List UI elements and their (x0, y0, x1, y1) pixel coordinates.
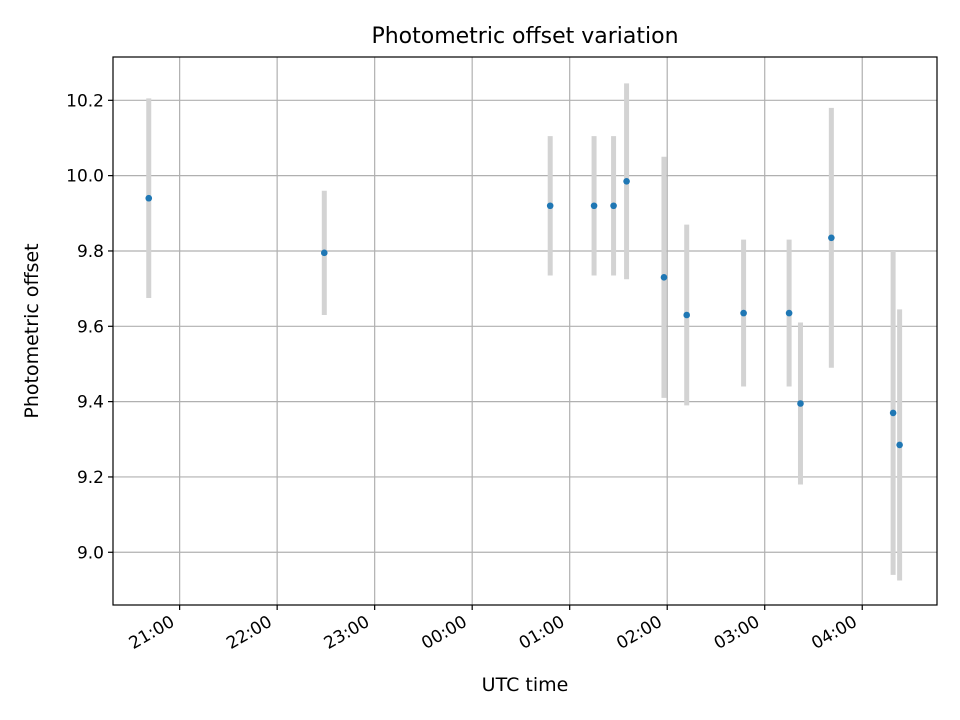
chart-title: Photometric offset variation (371, 24, 678, 49)
data-point (546, 202, 554, 210)
data-point (145, 194, 153, 202)
data-point (828, 234, 835, 242)
grid (113, 57, 937, 605)
data-points (145, 177, 903, 449)
x-axis-label: UTC time (482, 674, 569, 696)
y-tick-label: 9.8 (77, 242, 104, 262)
data-point (610, 202, 617, 210)
y-axis-label: Photometric offset (21, 243, 43, 418)
data-point (683, 311, 691, 319)
data-point (889, 409, 897, 417)
y-tick-label: 9.4 (77, 393, 104, 413)
y-axis-ticks: 9.0 9.2 9.4 9.6 9.8 10.0 10.2 (66, 91, 113, 563)
y-tick-label: 10.2 (66, 91, 104, 111)
data-point (590, 202, 598, 210)
data-point (320, 249, 328, 257)
data-point (660, 274, 668, 281)
data-point (785, 309, 793, 317)
data-point (797, 400, 804, 407)
y-tick-label: 10.0 (66, 167, 104, 187)
data-point (623, 177, 630, 185)
y-tick-label: 9.2 (77, 468, 104, 488)
y-tick-label: 9.6 (77, 317, 104, 337)
plot-frame (112, 56, 938, 606)
data-point (896, 441, 903, 449)
data-point (740, 309, 747, 317)
y-tick-label: 9.0 (77, 543, 104, 563)
